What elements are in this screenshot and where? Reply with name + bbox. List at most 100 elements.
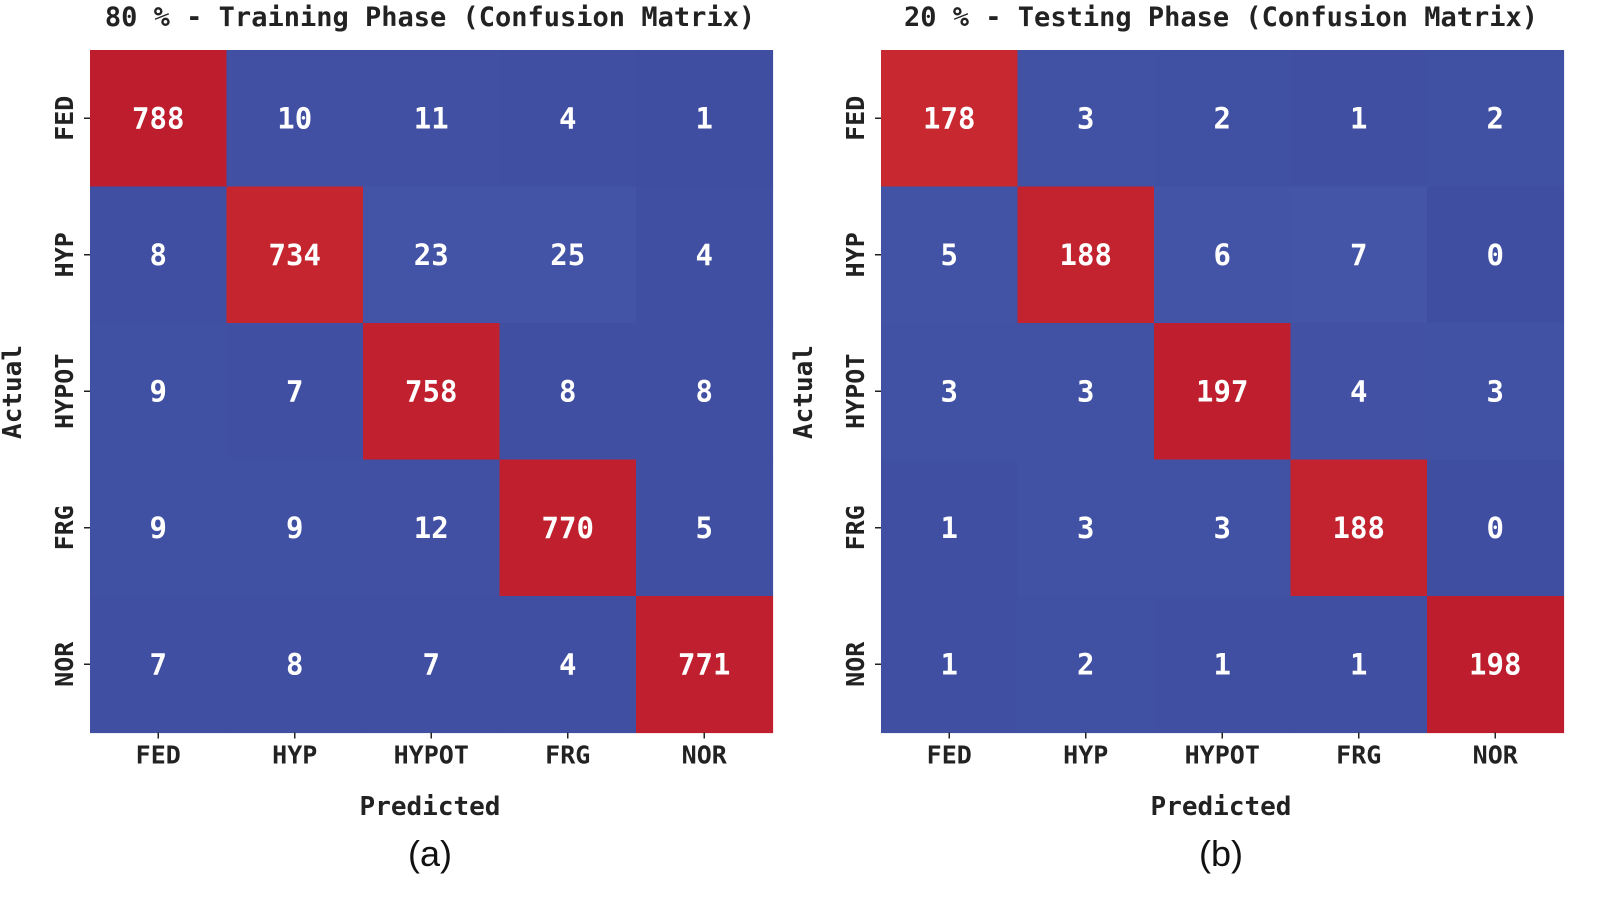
x-tick-label: HYPOT xyxy=(1185,741,1260,770)
heatmap-cell xyxy=(1290,323,1428,461)
x-tick-label: FED xyxy=(927,741,972,770)
x-tick-label: NOR xyxy=(1473,741,1519,770)
y-axis-label: Actual xyxy=(0,345,28,439)
cell-value-label: 3 xyxy=(1077,374,1094,408)
y-tick-label: HYP xyxy=(841,232,870,277)
heatmap-cells: 788 10 11 4 1 8 734 23 25 4 9 7 758 8 8 9 9 12 770 5 7 8 7 4 771 xyxy=(90,50,774,734)
y-tick-label: FRG xyxy=(50,505,79,550)
cell-value-label: 0 xyxy=(1487,238,1504,272)
cell-value-label: 1 xyxy=(1350,101,1367,135)
cell-value-label: 5 xyxy=(696,511,713,545)
cell-value-label: 2 xyxy=(1214,101,1231,135)
y-tick-label: NOR xyxy=(841,641,870,687)
heatmap-cell xyxy=(363,323,501,461)
x-tick-label: NOR xyxy=(682,741,728,770)
heatmap-cell xyxy=(636,459,774,597)
heatmap-cell xyxy=(90,323,228,461)
heatmap-cell xyxy=(499,323,637,461)
x-tick-label: FED xyxy=(136,741,181,770)
heatmap-cell xyxy=(881,596,1019,734)
heatmap-cell xyxy=(881,50,1019,188)
cell-value-label: 7 xyxy=(286,374,303,408)
heatmap-cell xyxy=(1290,596,1428,734)
cell-value-label: 8 xyxy=(286,647,303,681)
y-tick-label: FRG xyxy=(841,505,870,550)
y-tick-labels: FED HYP HYPOT FRG NOR xyxy=(841,96,881,687)
cell-value-label: 1 xyxy=(1214,647,1231,681)
cell-value-label: 25 xyxy=(550,238,585,272)
heatmap-cell xyxy=(90,459,228,597)
cell-value-label: 12 xyxy=(414,511,449,545)
heatmap-cell xyxy=(90,596,228,734)
heatmap-cell xyxy=(636,323,774,461)
y-tick-labels: FED HYP HYPOT FRG NOR xyxy=(50,96,90,687)
heatmap-cell xyxy=(90,50,228,188)
cell-value-label: 2 xyxy=(1077,647,1094,681)
heatmap-cell xyxy=(363,186,501,324)
testing-confusion-matrix: 20 % - Testing Phase (Confusion Matrix) … xyxy=(789,2,1565,874)
heatmap-cell xyxy=(226,323,364,461)
heatmap-cell xyxy=(90,186,228,324)
cell-value-label: 8 xyxy=(150,238,167,272)
heatmap-cell xyxy=(1154,596,1292,734)
heatmap-cell xyxy=(881,186,1019,324)
heatmap-cell xyxy=(363,50,501,188)
cell-value-label: 198 xyxy=(1469,647,1521,681)
cell-value-label: 3 xyxy=(1077,511,1094,545)
heatmap-cell xyxy=(1154,323,1292,461)
cell-value-label: 1 xyxy=(1350,647,1367,681)
cell-value-label: 188 xyxy=(1060,238,1112,272)
cell-value-label: 178 xyxy=(923,101,975,135)
cell-value-label: 758 xyxy=(405,374,457,408)
heatmap-cell xyxy=(636,186,774,324)
cell-value-label: 3 xyxy=(1487,374,1504,408)
heatmap-cell xyxy=(499,459,637,597)
cell-value-label: 4 xyxy=(559,101,576,135)
heatmap-cell xyxy=(1427,459,1565,597)
heatmap-cell xyxy=(1017,323,1155,461)
heatmap-cell xyxy=(1017,50,1155,188)
x-tick-label: HYP xyxy=(272,741,317,770)
x-tick-label: FRG xyxy=(1336,741,1381,770)
cell-value-label: 3 xyxy=(941,374,958,408)
cell-value-label: 10 xyxy=(277,101,312,135)
heatmap-cell xyxy=(1290,459,1428,597)
cell-value-label: 7 xyxy=(150,647,167,681)
cell-value-label: 3 xyxy=(1077,101,1094,135)
cell-value-label: 0 xyxy=(1487,511,1504,545)
x-tick-label: FRG xyxy=(545,741,590,770)
cell-value-label: 188 xyxy=(1333,511,1385,545)
y-tick-label: FED xyxy=(841,96,870,141)
heatmap-cell xyxy=(363,459,501,597)
cell-value-label: 8 xyxy=(696,374,713,408)
x-tick-labels: FED HYP HYPOT FRG NOR xyxy=(136,732,728,770)
cell-value-label: 9 xyxy=(286,511,303,545)
heatmap-cell xyxy=(1290,50,1428,188)
heatmap-cell xyxy=(1017,596,1155,734)
heatmap-cell xyxy=(881,323,1019,461)
heatmap-cell xyxy=(881,459,1019,597)
heatmap-cell xyxy=(226,596,364,734)
heatmap-cell xyxy=(226,459,364,597)
y-axis-label: Actual xyxy=(789,345,819,439)
heatmap-cell xyxy=(1154,50,1292,188)
cell-value-label: 4 xyxy=(1350,374,1367,408)
x-tick-labels: FED HYP HYPOT FRG NOR xyxy=(927,732,1519,770)
cell-value-label: 9 xyxy=(150,511,167,545)
x-axis-label: Predicted xyxy=(1151,792,1292,822)
heatmap-cell xyxy=(1290,186,1428,324)
heatmap-cell xyxy=(1427,186,1565,324)
heatmap-cell xyxy=(1154,459,1292,597)
chart-title: 20 % - Testing Phase (Confusion Matrix) xyxy=(904,2,1538,33)
cell-value-label: 9 xyxy=(150,374,167,408)
panel-caption: (a) xyxy=(408,833,452,874)
cell-value-label: 5 xyxy=(941,238,958,272)
training-confusion-matrix: 80 % - Training Phase (Confusion Matrix)… xyxy=(0,2,774,874)
cell-value-label: 734 xyxy=(269,238,321,272)
heatmap-cell xyxy=(636,50,774,188)
y-tick-label: HYPOT xyxy=(841,354,870,429)
cell-value-label: 788 xyxy=(132,101,184,135)
heatmap-cell xyxy=(1017,459,1155,597)
heatmap-cell xyxy=(499,186,637,324)
x-tick-label: HYPOT xyxy=(394,741,469,770)
